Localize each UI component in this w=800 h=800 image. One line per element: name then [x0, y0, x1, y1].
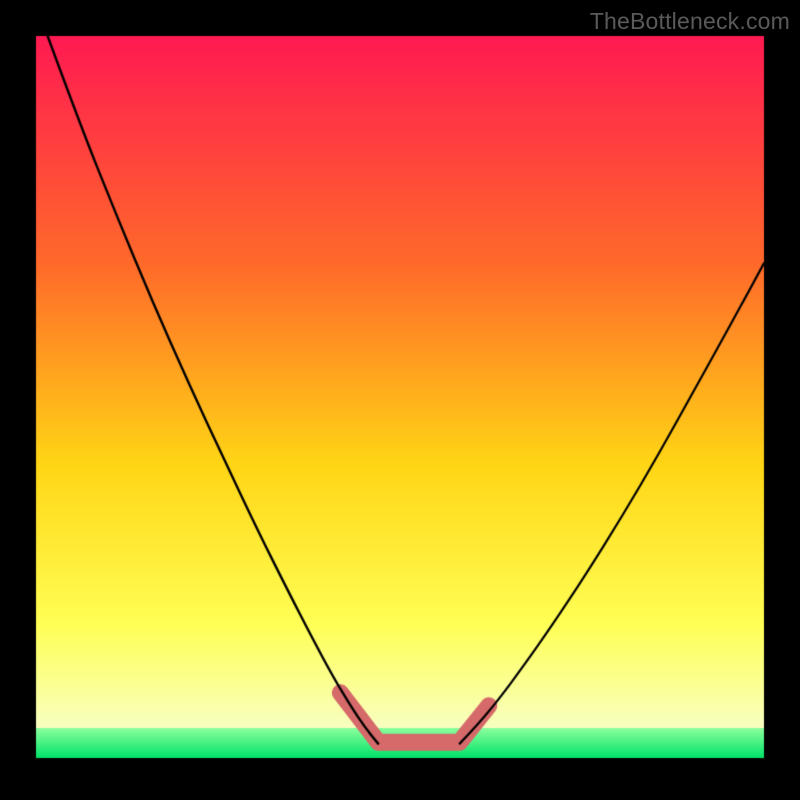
watermark-text: TheBottleneck.com — [590, 8, 790, 35]
bottleneck-chart — [0, 0, 800, 800]
